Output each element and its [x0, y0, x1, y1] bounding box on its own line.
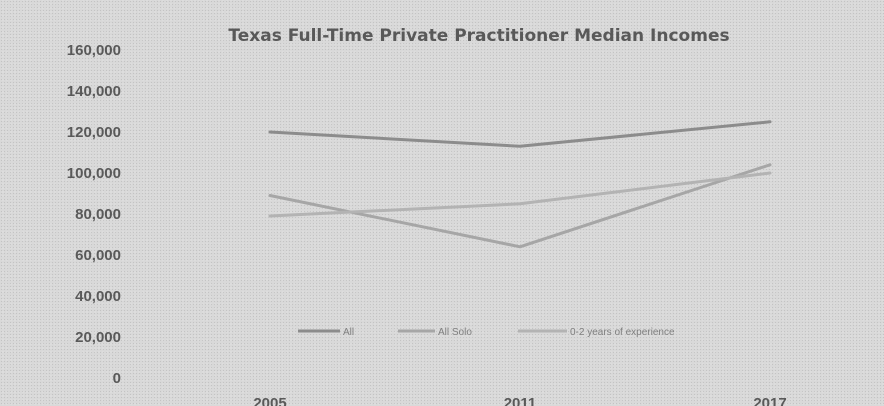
x-axis-ticks: 2005 2011 2017 — [253, 395, 786, 406]
legend-label-0: All — [343, 327, 354, 338]
series-line-1 — [268, 163, 772, 249]
x-tick-label: 2005 — [253, 395, 286, 406]
series-lines — [268, 120, 772, 249]
y-tick-label: 60,000 — [75, 247, 121, 264]
y-tick-label: 40,000 — [75, 288, 121, 305]
y-tick-label: 120,000 — [67, 124, 121, 141]
y-tick-label: 140,000 — [67, 83, 121, 100]
y-tick-label: 20,000 — [75, 329, 121, 346]
y-tick-label: 100,000 — [67, 165, 121, 182]
x-tick-label: 2017 — [753, 395, 786, 406]
x-tick-label: 2011 — [504, 395, 537, 406]
legend-label-2: 0-2 years of experience — [570, 327, 675, 338]
chart-title: Texas Full-Time Private Practitioner Med… — [228, 26, 729, 46]
y-tick-label: 0 — [113, 370, 121, 387]
series-line-2 — [268, 171, 772, 218]
y-tick-label: 160,000 — [67, 42, 121, 59]
y-axis-ticks: 0 20,000 40,000 60,000 80,000 100,000 120,000 1… — [67, 42, 121, 387]
legend: All All Solo 0-2 years of experience — [298, 327, 675, 338]
series-line-0 — [268, 120, 772, 148]
y-tick-label: 80,000 — [75, 206, 121, 223]
legend-label-1: All Solo — [438, 327, 472, 338]
